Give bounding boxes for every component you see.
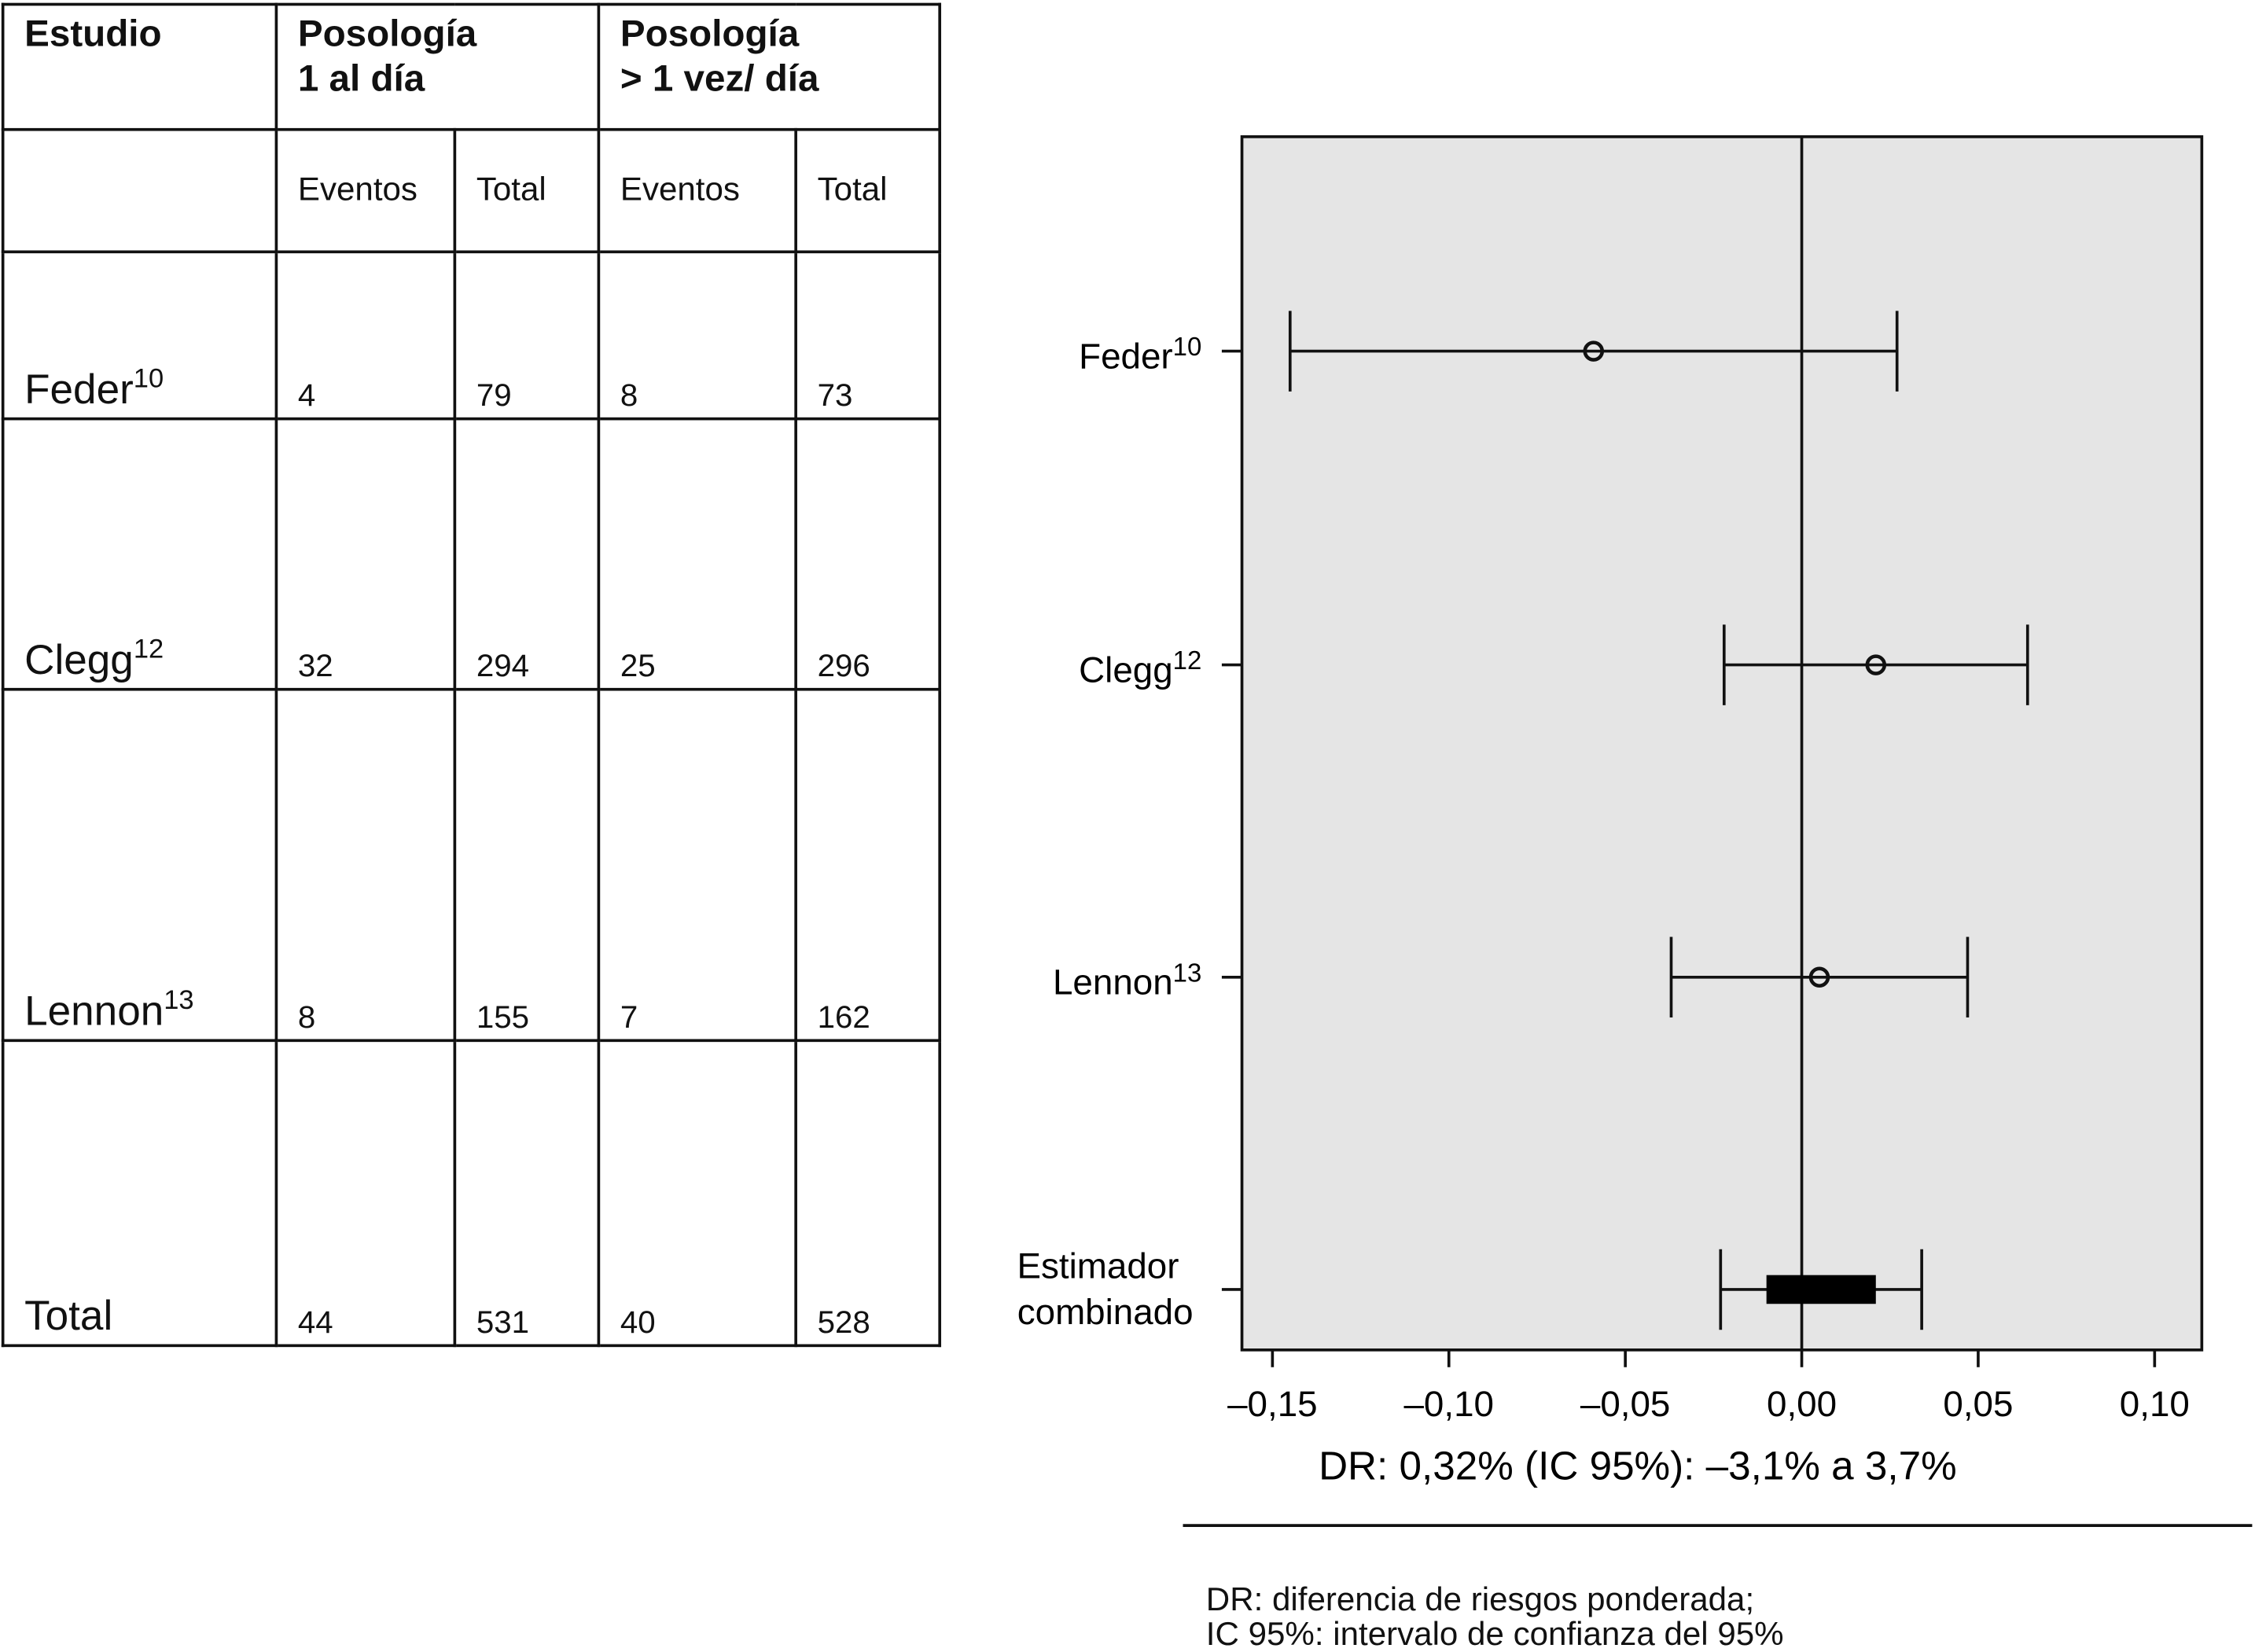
- header-study: Estudio: [1, 2, 278, 131]
- table-cell: 8: [274, 687, 457, 1043]
- x-tick-label: 0,05: [1943, 1384, 2013, 1424]
- point-estimate: [1808, 966, 1830, 988]
- reference-number: 12: [133, 632, 164, 664]
- reference-number: 10: [1173, 332, 1202, 361]
- study-label: Feder: [24, 366, 134, 414]
- x-axis-label: DR: 0,32% (IC 95%): –3,1% a 3,7%: [1319, 1444, 1957, 1488]
- x-tick-label: –0,10: [1403, 1384, 1494, 1424]
- study-label: Clegg: [24, 637, 134, 684]
- table-cell: 73: [794, 250, 942, 421]
- table-cell: 32: [274, 417, 457, 691]
- study-label: Clegg12: [1079, 646, 1201, 690]
- x-tick-label: 0,10: [2120, 1384, 2190, 1424]
- table-cell: 8: [597, 250, 797, 421]
- table-row: Clegg12 32 294 25 296: [1, 417, 942, 691]
- combined-label-line2: combinado: [1017, 1292, 1194, 1332]
- combined-label-line1: Estimador: [1017, 1245, 1179, 1286]
- point-estimate: [1583, 340, 1605, 362]
- table-row: Feder10 4 79 8 73: [1, 250, 942, 421]
- table-cell: 296: [794, 417, 942, 691]
- point-estimate: [1865, 654, 1887, 675]
- x-tick-label: –0,05: [1580, 1384, 1671, 1424]
- table-cell: 162: [794, 687, 942, 1043]
- study-name: Clegg12: [1, 417, 278, 691]
- footnote-line2: IC 95%: intervalo de confianza del 95%: [1205, 1614, 1784, 1652]
- study-name: Lennon: [1053, 962, 1173, 1003]
- table-cell: 44: [274, 1039, 457, 1348]
- data-table: Estudio Posología 1 al día Posología > 1…: [1, 2, 942, 1348]
- study-name: Clegg: [1079, 650, 1173, 690]
- study-name: Total: [1, 1039, 278, 1348]
- subheader: Eventos: [597, 127, 797, 254]
- header-group2: Posología > 1 vez/ día: [597, 2, 942, 131]
- table-cell: 4: [274, 250, 457, 421]
- study-label: Lennon13: [1053, 958, 1201, 1002]
- study-name: Feder: [1079, 337, 1173, 377]
- footnote-line1: DR: diferencia de riesgos ponderada;: [1205, 1580, 1755, 1618]
- plot-area: [1240, 135, 2204, 1352]
- study-label: Lennon: [24, 988, 164, 1035]
- study-name: Feder10: [1, 250, 278, 421]
- reference-number: 10: [133, 362, 164, 393]
- table-cell: 531: [453, 1039, 601, 1348]
- reference-number: 13: [164, 984, 194, 1014]
- table-cell: 155: [453, 687, 601, 1043]
- table-cell: 79: [453, 250, 601, 421]
- x-tick-label: –0,15: [1227, 1384, 1318, 1424]
- subheader: Total: [794, 127, 942, 254]
- study-label: Feder10: [1079, 332, 1201, 376]
- reference-number: 13: [1173, 958, 1202, 987]
- x-tick-label: 0,00: [1767, 1384, 1837, 1424]
- combined-estimate-box: [1766, 1275, 1876, 1304]
- table-cell: 40: [597, 1039, 797, 1348]
- reference-number: 12: [1173, 646, 1202, 675]
- table-cell: 7: [597, 687, 797, 1043]
- table-row: Total 44 531 40 528: [1, 1039, 942, 1348]
- study-label: Total: [24, 1293, 113, 1341]
- study-name: Lennon13: [1, 687, 278, 1043]
- table-cell: 25: [597, 417, 797, 691]
- subheader: Eventos: [274, 127, 457, 254]
- subheader: Total: [453, 127, 601, 254]
- table-cell: 528: [794, 1039, 942, 1348]
- blank-cell: [1, 127, 278, 254]
- table-row: Lennon13 8 155 7 162: [1, 687, 942, 1043]
- table-cell: 294: [453, 417, 601, 691]
- header-group1: Posología 1 al día: [274, 2, 601, 131]
